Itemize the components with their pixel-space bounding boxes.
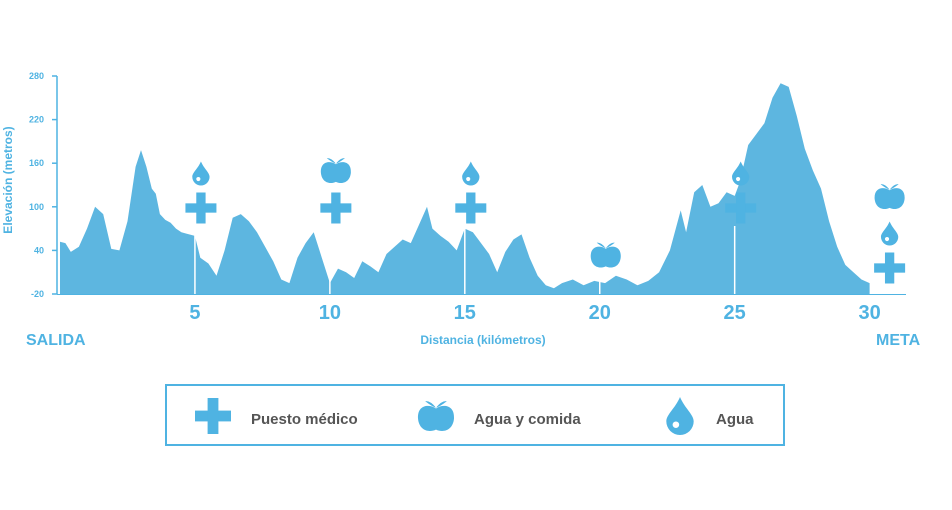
legend-icon-medical [195,398,231,434]
x-tick-label: 15 [454,302,476,324]
marker-lines [194,226,736,294]
y-tick-label: 220 [29,115,44,125]
y-tick-label: 100 [29,202,44,212]
medical-icon [185,192,217,224]
start-label: SALIDA [26,332,86,349]
medical-icon [455,192,487,224]
y-axis-title: Elevación (metros) [1,126,15,233]
food-icon [320,158,351,183]
legend-icon-food [417,401,455,431]
aid-station-markers [185,158,906,284]
x-tick-label: 25 [724,302,746,324]
medical-icon [320,192,352,224]
legend-label-water: Agua [716,411,754,428]
food-icon [590,242,621,268]
y-tick-label: 40 [34,245,44,255]
x-tick-label: 30 [858,302,880,324]
legend-box [165,384,785,446]
water-icon [880,221,899,246]
finish-label: META [876,332,921,349]
water-icon [462,161,480,186]
water-icon [732,161,750,186]
y-tick-label: -20 [31,289,44,299]
water-icon [192,161,210,186]
legend-icon-water [666,397,694,435]
y-tick-label: 280 [29,71,44,81]
legend-label-medical: Puesto médico [251,411,358,428]
y-tick-label: 160 [29,158,44,168]
y-ticks: -20 40 100 160 220 280 [29,71,57,299]
x-tick-label: 10 [319,302,341,324]
x-tick-label: 20 [589,302,611,324]
x-axis-title: Distancia (kilómetros) [420,333,545,347]
food-icon [874,184,905,209]
x-ticks: 5 10 15 20 25 30 [189,302,880,324]
legend: Puesto médico Agua y comida Agua [165,384,785,446]
medical-icon [725,192,757,224]
medical-icon [874,252,906,284]
legend-label-food: Agua y comida [474,411,581,428]
x-tick-label: 5 [189,302,200,324]
